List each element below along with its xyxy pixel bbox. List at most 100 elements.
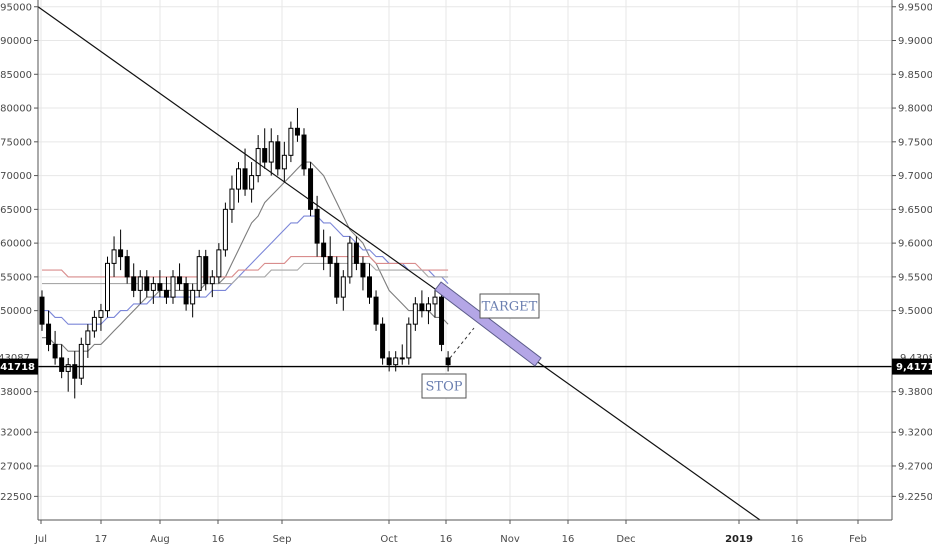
y-tick-label-right: 9.55000 bbox=[898, 272, 932, 283]
candle bbox=[222, 202, 228, 257]
candle-body bbox=[308, 168, 314, 210]
candle bbox=[177, 263, 183, 291]
y-tick-label-right: 9.50000 bbox=[898, 306, 932, 317]
trend-line[interactable] bbox=[37, 6, 761, 521]
candle bbox=[432, 290, 438, 318]
moving-average-line bbox=[42, 262, 449, 285]
current-price-label-right: 9,41718 bbox=[896, 362, 932, 373]
candle bbox=[294, 108, 300, 142]
candle bbox=[386, 351, 392, 372]
y-tick-label-right: 9.70000 bbox=[898, 171, 932, 182]
x-tick-label: Dec bbox=[616, 534, 635, 545]
candle bbox=[209, 270, 215, 298]
candle-body bbox=[321, 242, 327, 258]
candle-body bbox=[177, 276, 183, 285]
x-tick-label: Sep bbox=[273, 534, 292, 545]
candle-body bbox=[144, 276, 150, 291]
candle-body bbox=[412, 303, 418, 325]
candle-body bbox=[124, 256, 130, 278]
y-tick-label-right: 9.32000 bbox=[898, 428, 932, 439]
candle bbox=[439, 290, 445, 352]
y-tick-label-left: 9.70000 bbox=[0, 171, 32, 182]
target-channel[interactable] bbox=[434, 281, 542, 367]
candle-body bbox=[380, 323, 386, 359]
x-tick-label: 17 bbox=[95, 534, 108, 545]
candle-body bbox=[183, 283, 189, 305]
candle-body bbox=[229, 188, 235, 210]
candle-body bbox=[137, 276, 143, 291]
candle bbox=[163, 276, 169, 304]
candle bbox=[406, 317, 412, 365]
y-tick-label-left: 9.38000 bbox=[0, 387, 32, 398]
y-tick-label-left: 9.27000 bbox=[0, 461, 32, 472]
candle-body bbox=[425, 303, 431, 312]
candle bbox=[170, 270, 176, 304]
candle bbox=[216, 243, 222, 284]
candle-body bbox=[288, 127, 294, 156]
candle-body bbox=[327, 256, 333, 264]
y-tick-label-left: 9.60000 bbox=[0, 239, 32, 250]
candle bbox=[150, 276, 156, 304]
x-tick-label: 16 bbox=[440, 534, 453, 545]
stop-annotation[interactable]: STOP bbox=[421, 373, 467, 399]
candle-body bbox=[85, 330, 91, 345]
target-annotation[interactable]: TARGET bbox=[479, 293, 540, 319]
candle-body bbox=[367, 276, 372, 298]
price-label-bg bbox=[892, 358, 932, 375]
candle bbox=[137, 270, 143, 304]
candle-body bbox=[203, 256, 209, 285]
candle-body bbox=[78, 343, 84, 379]
candle-body bbox=[105, 262, 110, 312]
candle bbox=[91, 310, 97, 338]
y-tick-label-left: 9.75000 bbox=[0, 137, 32, 148]
candle-body bbox=[39, 296, 45, 325]
candle bbox=[203, 249, 209, 291]
y-tick-label-left: 9.32000 bbox=[0, 428, 32, 439]
candle bbox=[419, 290, 425, 318]
candle-body bbox=[268, 141, 274, 163]
candle-body bbox=[314, 208, 320, 244]
candle bbox=[46, 310, 52, 352]
candle bbox=[399, 344, 405, 365]
x-tick-label: 2019 bbox=[725, 534, 753, 545]
y-tick-label-left: 9.22500 bbox=[0, 492, 32, 503]
candle-body bbox=[347, 242, 353, 278]
candle bbox=[353, 236, 359, 271]
y-tick-label-right: 9.80000 bbox=[898, 104, 932, 115]
moving-average-line bbox=[42, 256, 449, 278]
candle-body bbox=[157, 283, 163, 291]
candle bbox=[360, 256, 366, 291]
candle-body bbox=[222, 208, 228, 251]
candle-body bbox=[236, 168, 241, 190]
candle bbox=[124, 249, 130, 284]
x-tick-label: 16 bbox=[791, 534, 804, 545]
candle-body bbox=[281, 154, 287, 170]
candle-body bbox=[340, 276, 346, 298]
candle-body bbox=[406, 323, 412, 359]
candle-body bbox=[432, 296, 438, 305]
candle-body bbox=[294, 127, 300, 136]
candle bbox=[183, 276, 189, 311]
annotation-text: TARGET bbox=[482, 300, 538, 315]
candle bbox=[65, 357, 71, 392]
y-tick-label-right: 9.75000 bbox=[898, 137, 932, 148]
candle bbox=[268, 128, 274, 176]
candle bbox=[131, 263, 137, 298]
candle bbox=[72, 351, 78, 399]
candle bbox=[393, 351, 399, 372]
candle bbox=[118, 229, 124, 271]
candles bbox=[39, 108, 451, 399]
candle-body bbox=[209, 276, 215, 285]
candle-body bbox=[52, 343, 58, 359]
y-tick-label-right: 9.95000 bbox=[898, 2, 932, 13]
projection-dashed-line bbox=[449, 327, 475, 359]
x-tick-label: 16 bbox=[562, 534, 575, 545]
candle-body bbox=[216, 249, 222, 278]
candle-body bbox=[334, 262, 340, 298]
candle-body bbox=[98, 310, 104, 318]
candle-body bbox=[196, 256, 202, 291]
candle bbox=[98, 303, 104, 331]
candle-body bbox=[262, 148, 268, 163]
candle bbox=[412, 297, 418, 331]
